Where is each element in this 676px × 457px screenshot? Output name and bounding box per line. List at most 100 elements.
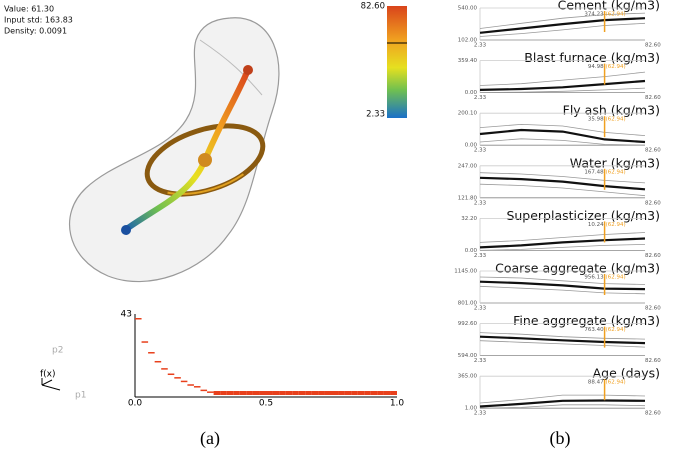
x-tick-label: 0.5: [259, 399, 273, 409]
x-tick-label: 2.33: [474, 148, 487, 154]
histogram-bar: [305, 391, 312, 395]
selected-value: 10.24: [588, 222, 604, 228]
histogram-bar: [233, 391, 240, 395]
histogram-bar: [161, 368, 168, 370]
histogram-bar: [187, 384, 194, 386]
histogram-bar: [338, 391, 345, 395]
colorbar-label: 82.60: [361, 2, 385, 12]
selected-x: (62.94): [606, 64, 626, 70]
selected-value: 88.47: [588, 380, 604, 386]
histogram-bar: [292, 391, 299, 395]
x-tick-label: 2.33: [474, 358, 487, 364]
selected-x: (62.94): [606, 117, 626, 123]
plot-title: Age (days): [593, 366, 660, 381]
histogram-bar: [364, 391, 371, 395]
histogram-bar: [174, 377, 181, 379]
histogram-bar: [312, 391, 319, 395]
x-tick-label: 82.60: [645, 411, 661, 417]
x-tick-label: 82.60: [645, 253, 661, 259]
axis-p1: [42, 385, 60, 390]
histogram-bar: [345, 391, 352, 395]
histogram-bar: [351, 391, 358, 395]
mean-line: [480, 239, 645, 248]
selected-value: 374.23: [584, 12, 604, 18]
y-tick-label: 1145.00: [454, 269, 477, 275]
histogram-bar: [194, 386, 201, 388]
y-tick-label: 540.00: [458, 6, 478, 12]
selected-x: (62.94): [606, 222, 626, 228]
x-tick-label: 2.33: [474, 253, 487, 259]
info-line: Input std: 163.83: [4, 16, 73, 25]
y-tick-label: 43: [121, 310, 132, 320]
x-tick-label: 2.33: [474, 95, 487, 101]
histogram-bar: [148, 352, 155, 354]
x-tick-label: 82.60: [645, 95, 661, 101]
lower-line: [480, 286, 645, 294]
histogram-bar: [181, 381, 188, 383]
x-tick-label: 82.60: [645, 200, 661, 206]
selected-value: 763.40: [584, 327, 604, 333]
caption: (a): [200, 428, 220, 449]
histogram-bar: [246, 391, 253, 395]
histogram-bar: [299, 391, 306, 395]
histogram-bar: [207, 391, 214, 393]
histogram-bar: [377, 391, 384, 395]
plot-title: Fly ash (kg/m3): [563, 103, 660, 118]
selected-x: (62.94): [606, 12, 626, 18]
tube-start: [121, 225, 131, 235]
histogram-bar: [358, 391, 365, 395]
y-tick-label: 992.60: [458, 321, 478, 327]
histogram-bar: [390, 391, 397, 395]
axis-p2: [42, 380, 52, 385]
histogram-bar: [279, 391, 286, 395]
current-point: [198, 153, 212, 167]
y-tick-label: 359.40: [458, 58, 478, 64]
axes-glyph: [42, 378, 60, 390]
x-tick-label: 82.60: [645, 148, 661, 154]
mean-line: [480, 282, 645, 289]
selected-x: (62.94): [606, 380, 626, 386]
selected-x: (62.94): [606, 169, 626, 175]
x-tick-label: 0.0: [128, 399, 143, 409]
x-tick-label: 1.0: [390, 399, 405, 409]
histogram-bar: [227, 391, 234, 395]
histogram-bar: [259, 391, 266, 395]
x-tick-label: 2.33: [474, 200, 487, 206]
histogram-bar: [286, 391, 293, 395]
info-line: Value: 61.30: [4, 5, 54, 14]
plot-title: Water (kg/m3): [570, 155, 660, 170]
y-tick-label: 365.00: [458, 374, 478, 380]
plot-title: Superplasticizer (kg/m3): [506, 208, 660, 223]
x-tick-label: 82.60: [645, 306, 661, 312]
histogram-bar: [325, 391, 332, 395]
histogram-bar: [142, 341, 149, 343]
selected-value: 956.13: [584, 275, 604, 281]
y-tick-label: 200.10: [458, 111, 478, 117]
axis-label: f(x): [40, 370, 56, 380]
info-line: Density: 0.0091: [4, 27, 67, 36]
axis-label: p1: [75, 391, 86, 401]
selected-value: 35.98: [588, 117, 604, 123]
info: Value: 61.30 Input std: 163.83 Density: …: [4, 5, 73, 36]
selected-x: (62.94): [606, 327, 626, 333]
histogram-bar: [135, 318, 142, 320]
upper-line: [480, 124, 645, 135]
histogram-bar: [214, 391, 221, 395]
histogram-bar: [273, 391, 280, 395]
tube-end: [243, 65, 253, 75]
density-surface: [70, 18, 279, 282]
mean-line: [480, 81, 645, 90]
x-tick-label: 82.60: [645, 358, 661, 364]
histogram-bar: [266, 391, 273, 395]
histogram-bar: [384, 391, 391, 395]
plot-title: Coarse aggregate (kg/m3): [495, 261, 660, 276]
colorbar: [387, 6, 407, 118]
plot-title: Blast furnace (kg/m3): [524, 50, 660, 65]
x-tick-label: 2.33: [474, 306, 487, 312]
selected-value: 94.98: [588, 64, 604, 70]
caption: (b): [550, 428, 571, 449]
histogram-bar: [155, 361, 162, 363]
mean-line: [480, 337, 645, 343]
y-tick-label: 32.20: [461, 216, 477, 222]
x-tick-label: 2.33: [474, 43, 487, 49]
